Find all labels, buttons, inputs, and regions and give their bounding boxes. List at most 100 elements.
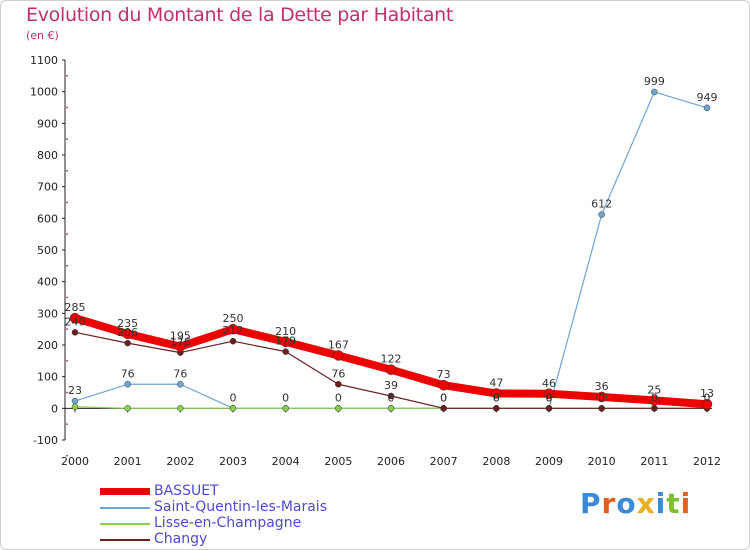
x-tick-label: 2003 [219,455,247,468]
legend-swatch [100,488,150,495]
logo-letter: r [601,487,617,520]
logo-letter: P [580,487,602,520]
y-minor-tick [66,106,68,109]
data-label: 240 [65,315,86,328]
data-point [124,381,131,388]
proxiti-logo: Proxiti [580,487,691,520]
x-tick-label: 2008 [482,455,510,468]
data-point [440,405,447,412]
y-tick-label: 300 [37,307,58,320]
y-minor-tick [66,74,68,77]
data-point [493,405,500,412]
y-minor-tick [66,391,68,394]
data-point [282,348,289,355]
data-point [703,104,711,112]
data-point [545,405,553,412]
data-point [385,364,397,375]
data-label: 122 [381,353,402,366]
logo-letter: t [666,487,681,520]
x-tick-label: 2012 [693,455,721,468]
line-chart: -100010020030040050060070080090010001100… [30,54,721,468]
y-tick-label: 600 [37,212,58,225]
x-tick-label: 2009 [535,455,563,468]
y-minor-tick [66,454,68,457]
y-minor-tick [66,423,68,426]
data-point [598,405,605,412]
logo-letter: x [636,487,656,520]
y-tick-label: 700 [37,181,58,194]
y-tick-label: -100 [33,434,58,447]
data-point [438,379,449,391]
data-label: 76 [173,367,187,380]
data-point [491,388,502,399]
data-label: 0 [546,391,553,404]
data-label: 212 [223,324,244,337]
data-label: 0 [388,391,395,404]
x-tick-label: 2011 [640,455,668,468]
y-tick-label: 400 [37,276,58,289]
y-minor-tick [66,138,68,141]
data-point [596,391,607,403]
y-tick-label: 900 [37,117,58,130]
data-label: 195 [170,330,191,343]
data-label: 0 [440,391,447,404]
x-tick-label: 2002 [166,455,194,468]
y-tick-label: 0 [51,402,58,415]
y-minor-tick [66,328,68,331]
y-minor-tick [66,169,68,172]
logo-letter: i [680,487,692,520]
data-label: 47 [489,376,503,389]
legend-label: Changy [154,531,208,547]
data-label: 0 [440,391,447,404]
legend-label: BASSUET [154,483,219,499]
data-label: 39 [384,379,398,392]
x-tick-label: 2001 [114,455,142,468]
legend-label: Saint-Quentin-les-Marais [154,499,327,515]
x-tick-label: 2000 [61,455,89,468]
data-point [543,388,555,400]
y-minor-tick [66,296,68,299]
data-point [124,405,131,412]
data-label: 73 [437,368,451,381]
data-point [280,336,291,348]
data-label: 76 [331,367,345,380]
y-minor-tick [66,201,68,204]
x-tick-label: 2004 [272,455,300,468]
data-label: 0 [230,391,237,404]
data-point [229,337,237,345]
data-label: 167 [328,338,349,351]
data-point [69,312,81,324]
data-point [124,339,131,347]
data-label: 250 [223,312,244,325]
data-label: 0 [493,391,500,404]
x-tick-label: 2006 [377,455,405,468]
data-point [229,405,237,412]
y-minor-tick [66,264,68,267]
y-tick-label: 500 [37,244,58,257]
chart-subtitle: (en €) [26,29,59,42]
y-minor-tick [66,233,68,236]
data-label: 235 [117,317,138,330]
data-label: 999 [644,75,665,88]
data-label: 13 [700,387,714,400]
y-minor-tick [66,359,68,362]
data-point [598,211,605,218]
data-point [649,395,660,406]
data-point [651,405,658,412]
data-point [335,381,342,388]
data-point [175,341,186,352]
data-point [387,392,395,400]
x-tick-label: 2005 [324,455,352,468]
y-tick-label: 200 [37,339,58,352]
data-point [71,329,79,336]
data-point [71,403,79,410]
data-label: 0 [335,391,342,404]
data-point [227,323,239,335]
data-point [282,405,289,412]
data-label: 0 [493,391,500,404]
data-label: 210 [275,325,296,338]
data-point [335,405,342,412]
data-label: 179 [275,335,296,348]
data-point [71,397,79,405]
